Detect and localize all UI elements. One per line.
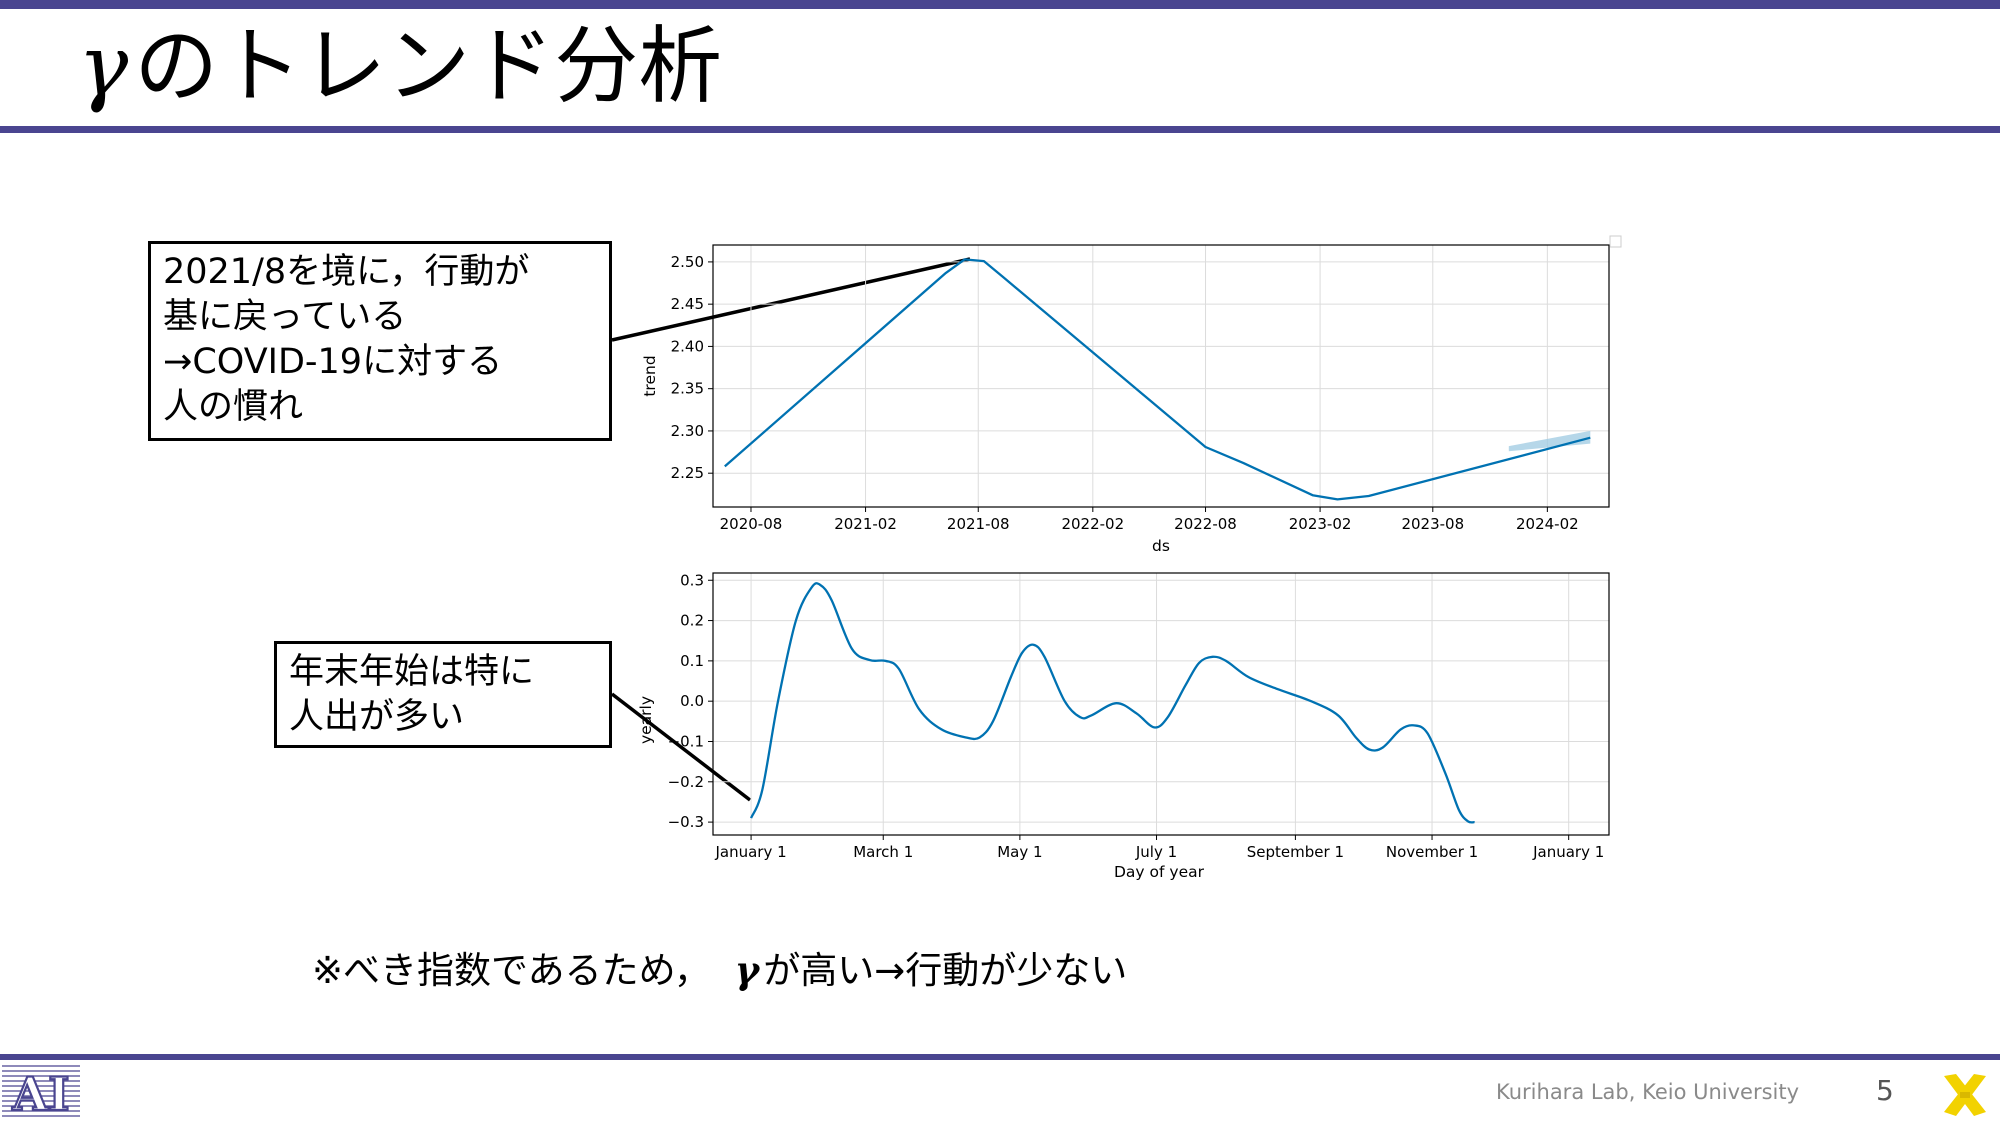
trend-callout-line: 2021/8を境に，行動が <box>163 252 530 292</box>
trend-x-tick-label: 2023-02 <box>1289 515 1352 533</box>
trend-y-tick-label: 2.40 <box>671 337 704 355</box>
trend-x-tick-label: 2022-08 <box>1174 515 1237 533</box>
yearly-x-axis-label: Day of year <box>1114 863 1205 881</box>
x-emblem-icon <box>1944 1074 1986 1116</box>
trend-x-ticks: 2020-08 2021-02 2021-08 2022-02 2022-08 2023-… <box>720 507 1579 533</box>
page-number: 5 <box>1876 1074 1894 1107</box>
title-rule <box>0 126 2000 133</box>
trend-x-tick-label: 2021-08 <box>947 515 1010 533</box>
yearly-series-line <box>750 582 1475 824</box>
trend-x-axis-label: ds <box>1152 537 1170 555</box>
yearly-seasonality-chart: January 1 March 1 May 1 July 1 September 1 No… <box>637 571 1610 881</box>
yearly-y-tick-label: 0.2 <box>680 612 704 630</box>
trend-x-tick-label: 2020-08 <box>720 515 783 533</box>
trend-y-tick-label: 2.35 <box>671 380 704 398</box>
legend-placeholder-box <box>1609 235 1622 248</box>
yearly-x-tick-label: July 1 <box>1135 843 1177 861</box>
yearly-x-tick-label: September 1 <box>1247 843 1344 861</box>
yearly-callout-line: 人出が多い <box>289 697 465 737</box>
trend-callout-line: 人の慣れ <box>163 387 304 427</box>
trend-callout-box: 2021/8を境に，行動が 基に戻っている →COVID-19に対する 人の慣れ <box>148 241 612 441</box>
yearly-x-tick-label: May 1 <box>997 843 1042 861</box>
yearly-y-ticks: 0.3 0.2 0.1 0.0 −0.1 −0.2 −0.3 <box>668 571 713 831</box>
trend-series-line <box>724 258 1591 501</box>
note-suffix: が高い→行動が少ない <box>763 949 1128 992</box>
yearly-y-axis-label: yearly <box>637 696 655 744</box>
yearly-y-tick-label: −0.1 <box>668 732 704 750</box>
trend-y-tick-label: 2.30 <box>671 422 704 440</box>
trend-callout-line: 基に戻っている <box>163 297 407 337</box>
footer-rule <box>0 1054 2000 1060</box>
title-text: のトレンド分析 <box>134 17 723 115</box>
yearly-y-tick-label: −0.3 <box>668 813 704 831</box>
trend-y-axis-label: trend <box>641 355 659 396</box>
title-gamma-symbol: γ <box>78 17 129 115</box>
lab-logo-mark: AI <box>11 1067 69 1121</box>
yearly-x-tick-label: November 1 <box>1386 843 1478 861</box>
trend-x-tick-label: 2021-02 <box>834 515 897 533</box>
yearly-y-tick-label: −0.2 <box>668 773 704 791</box>
note-prefix: ※べき指数であるため， <box>312 949 711 992</box>
trend-y-tick-label: 2.45 <box>671 295 704 313</box>
yearly-x-ticks: January 1 March 1 May 1 July 1 September 1 No… <box>714 835 1604 861</box>
trend-chart: 2020-08 2021-02 2021-08 2022-02 2022-08 2023-… <box>641 235 1622 555</box>
trend-x-tick-label: 2023-08 <box>1401 515 1464 533</box>
trend-callout-line: →COVID-19に対する <box>163 342 503 382</box>
yearly-callout-line: 年末年始は特に <box>289 652 535 692</box>
trend-y-ticks: 2.25 2.30 2.35 2.40 2.45 2.50 <box>671 253 713 482</box>
bottom-note: ※べき指数であるため， γ が高い→行動が少ない <box>312 945 1127 996</box>
yearly-plot-frame <box>712 572 1610 836</box>
yearly-y-tick-label: 0.0 <box>680 692 704 710</box>
yearly-y-tick-label: 0.3 <box>680 571 704 589</box>
top-accent-bar <box>0 0 2000 9</box>
note-gamma-symbol: γ <box>734 948 760 992</box>
yearly-grid <box>713 573 1609 835</box>
yearly-x-tick-label: January 1 <box>714 843 786 861</box>
trend-x-tick-label: 2022-02 <box>1061 515 1124 533</box>
yearly-y-tick-label: 0.1 <box>680 652 704 670</box>
yearly-x-tick-label: March 1 <box>853 843 913 861</box>
trend-y-tick-label: 2.25 <box>671 464 704 482</box>
footer-credit: Kurihara Lab, Keio University <box>1496 1080 1800 1104</box>
lab-logo: AI <box>2 1065 80 1122</box>
trend-x-tick-label: 2024-02 <box>1516 515 1579 533</box>
yearly-callout-box: 年末年始は特に 人出が多い <box>274 641 612 748</box>
trend-y-tick-label: 2.50 <box>671 253 704 271</box>
trend-plot-frame <box>712 244 1610 508</box>
slide-title: γのトレンド分析 <box>78 10 722 122</box>
yearly-x-tick-label: January 1 <box>1532 843 1604 861</box>
trend-uncertainty-band <box>1508 430 1591 452</box>
